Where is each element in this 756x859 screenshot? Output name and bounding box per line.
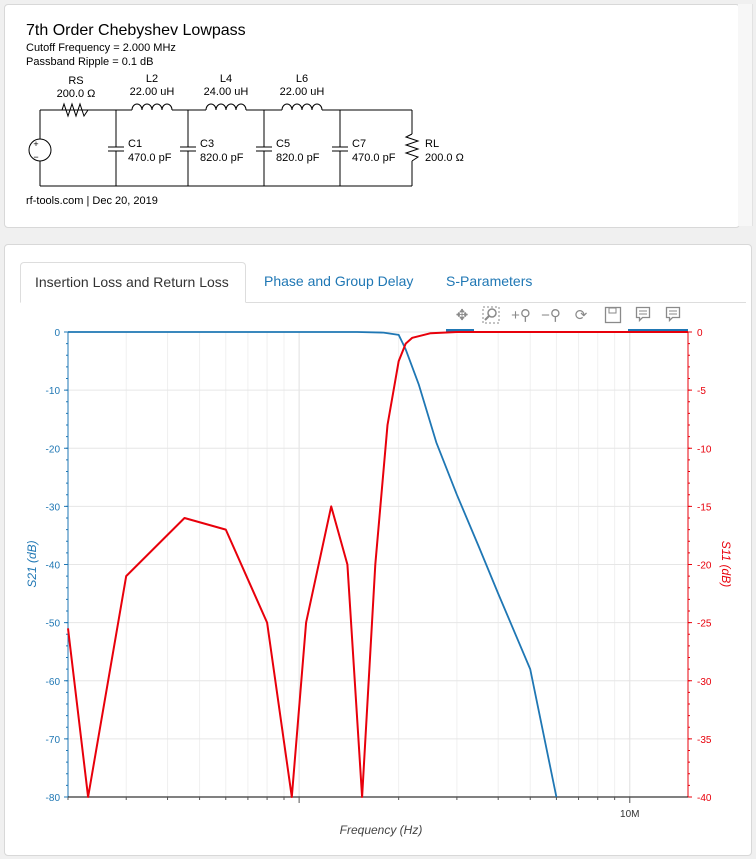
y-tick-label-right: -15 <box>697 502 712 513</box>
c3-value: 820.0 pF <box>200 152 244 164</box>
filter-title: 7th Order Chebyshev Lowpass <box>26 22 246 39</box>
l4-name: L4 <box>220 73 232 85</box>
rs-name: RS <box>68 75 83 87</box>
hover-icon[interactable] <box>633 306 653 326</box>
tab-s-parameters[interactable]: S-Parameters <box>446 273 533 289</box>
pan-icon[interactable]: ✥ <box>455 307 469 324</box>
y-axis-left-label: S21 (dB) <box>25 540 39 587</box>
y-tick-label-left: -10 <box>46 386 61 397</box>
cutoff-frequency: Cutoff Frequency = 2.000 MHz <box>26 42 176 54</box>
schematic-card <box>4 4 740 228</box>
capacitor-c7-icon <box>332 110 348 186</box>
l2-value: 22.00 uH <box>130 86 175 98</box>
c5-name: C5 <box>276 138 290 150</box>
load-resistor-icon <box>404 133 420 162</box>
hover-icon[interactable] <box>663 306 683 326</box>
capacitor-c3-icon <box>180 110 196 186</box>
x-axis-label: Frequency (Hz) <box>340 823 423 837</box>
y-tick-label-right: 0 <box>697 328 703 339</box>
voltage-source-icon <box>28 138 52 162</box>
c1-name: C1 <box>128 138 142 150</box>
rl-name: RL <box>425 138 439 150</box>
s21-curve <box>68 331 558 798</box>
passband-ripple: Passband Ripple = 0.1 dB <box>26 56 154 68</box>
box-zoom-icon[interactable] <box>481 306 501 326</box>
y-tick-label-left: 0 <box>54 328 60 339</box>
y-tick-label-left: -80 <box>46 793 61 804</box>
c3-name: C3 <box>200 138 214 150</box>
save-icon[interactable] <box>603 306 623 326</box>
capacitor-c5-icon <box>256 110 272 186</box>
c1-value: 470.0 pF <box>128 152 172 164</box>
l2-name: L2 <box>146 73 158 85</box>
scrollbar[interactable] <box>738 4 753 226</box>
active-tool-indicator <box>446 329 474 332</box>
y-axis-right-label: S11 (dB) <box>719 541 733 587</box>
y-tick-label-right: -35 <box>697 735 712 746</box>
y-tick-label-right: -40 <box>697 793 712 804</box>
active-tool-indicator <box>628 329 688 332</box>
capacitor-c1-icon <box>108 110 124 186</box>
footer-credit: rf-tools.com | Dec 20, 2019 <box>26 195 158 207</box>
y-tick-label-left: -50 <box>46 619 61 630</box>
zoom-out-icon[interactable]: −⚲ <box>541 307 561 324</box>
filter-schematic: + − RS 200.0 Ω L2 22.00 uH L4 24.00 uH L… <box>28 73 464 187</box>
l6-value: 22.00 uH <box>280 86 325 98</box>
y-tick-label-left: -30 <box>46 502 61 513</box>
inductor-l6-icon <box>281 103 323 111</box>
l4-value: 24.00 uH <box>204 86 249 98</box>
y-tick-label-left: -70 <box>46 735 61 746</box>
y-tick-label-left: -60 <box>46 677 61 688</box>
chart-card <box>4 244 752 856</box>
inductor-l4-icon <box>205 103 247 111</box>
s11-curve <box>67 331 688 798</box>
y-tick-label-left: -20 <box>46 444 61 455</box>
y-tick-label-right: -30 <box>697 677 712 688</box>
c5-value: 820.0 pF <box>276 152 320 164</box>
source-plus-icon: + <box>33 139 38 149</box>
rl-value: 200.0 Ω <box>425 152 464 164</box>
rs-value: 200.0 Ω <box>57 88 96 100</box>
reset-icon[interactable]: ⟳ <box>574 307 588 324</box>
l6-name: L6 <box>296 73 308 85</box>
inductor-l2-icon <box>131 103 173 111</box>
y-tick-label-left: -40 <box>46 561 61 572</box>
tab-phase-group-delay[interactable]: Phase and Group Delay <box>264 273 414 289</box>
y-tick-label-right: -5 <box>697 386 706 397</box>
source-minus-icon: − <box>33 152 38 162</box>
plot-grid <box>67 331 688 798</box>
zoom-in-icon[interactable]: +⚲ <box>511 307 531 324</box>
tab-insertion-loss[interactable]: Insertion Loss and Return Loss <box>20 262 246 303</box>
source-resistor-icon <box>61 102 89 118</box>
x-tick-label: 10M <box>620 809 639 820</box>
c7-value: 470.0 pF <box>352 152 396 164</box>
tab-bar: Insertion Loss and Return Loss Phase and… <box>20 262 746 303</box>
c7-name: C7 <box>352 138 366 150</box>
y-tick-label-right: -10 <box>697 444 712 455</box>
y-tick-label-right: -20 <box>697 561 712 572</box>
y-tick-label-right: -25 <box>697 619 712 630</box>
